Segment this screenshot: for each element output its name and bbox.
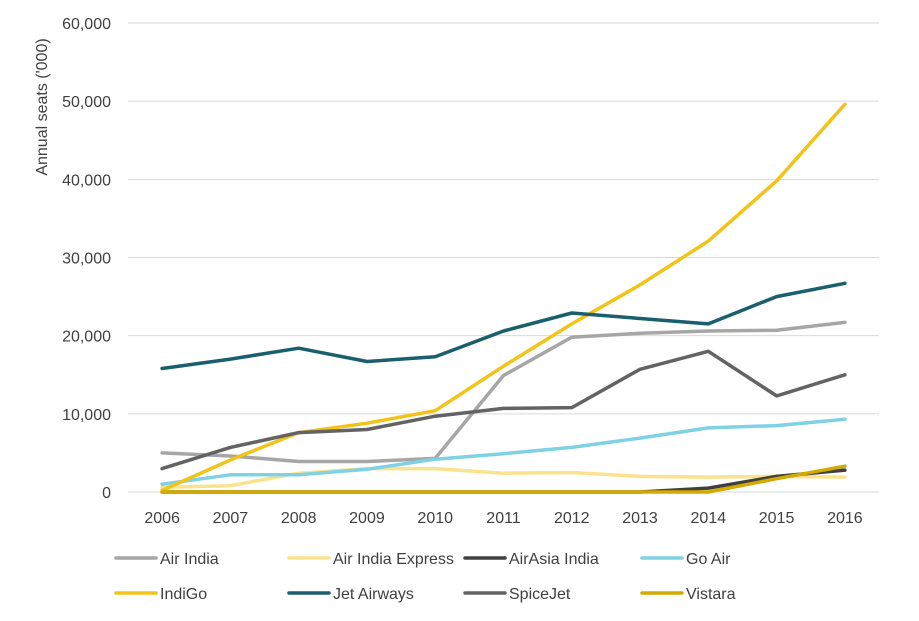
legend-item-air-india-express: Air India Express — [287, 551, 454, 568]
x-tick-label: 2007 — [213, 510, 249, 527]
x-tick-label: 2012 — [554, 510, 590, 527]
x-tick-label: 2008 — [281, 510, 317, 527]
legend-item-airasia-india: AirAsia India — [463, 551, 599, 568]
x-tick-label: 2013 — [622, 510, 658, 527]
series-line-air-india — [160, 320, 847, 464]
legend-item-air-india: Air India — [114, 551, 219, 568]
gridlines — [128, 22, 879, 493]
legend-label: Jet Airways — [333, 586, 414, 603]
series-line-spicejet — [160, 349, 847, 471]
y-tick-label: 40,000 — [62, 172, 111, 189]
x-tick-label: 2011 — [486, 510, 521, 527]
series-line-air-india-express — [160, 466, 847, 490]
legend-item-go-air: Go Air — [640, 551, 731, 568]
legend-label: Air India Express — [333, 551, 454, 568]
x-tick-label: 2009 — [349, 510, 385, 527]
x-tick-label: 2016 — [827, 510, 863, 527]
y-tick-label: 20,000 — [62, 329, 111, 346]
legend-label: Air India — [160, 551, 219, 568]
y-tick-label: 0 — [102, 485, 111, 502]
legend-item-spicejet: SpiceJet — [463, 586, 571, 603]
y-tick-label: 10,000 — [62, 407, 111, 424]
x-axis-tick-labels: 2006 2007 2008 2009 2010 2011 2012 2013 2014 2015… — [144, 510, 862, 527]
x-tick-label: 2006 — [144, 510, 180, 527]
legend-item-indigo: IndiGo — [114, 586, 207, 603]
y-axis-tick-labels: 0 10,000 20,000 30,000 40,000 50,000 60,000 — [62, 16, 111, 502]
series-line-vistara — [160, 464, 847, 494]
legend-label: SpiceJet — [509, 586, 571, 603]
series-lines — [160, 102, 847, 494]
legend-item-vistara: Vistara — [640, 586, 736, 603]
y-axis-title: Annual seats ('000) — [34, 38, 51, 175]
y-tick-label: 30,000 — [62, 251, 111, 268]
legend-label: IndiGo — [160, 586, 207, 603]
legend: Air India Air India Express AirAsia India G… — [114, 551, 736, 603]
y-tick-label: 50,000 — [62, 94, 111, 111]
series-line-indigo — [160, 102, 847, 493]
x-tick-label: 2014 — [691, 510, 727, 527]
legend-label: AirAsia India — [509, 551, 599, 568]
x-tick-label: 2010 — [417, 510, 453, 527]
legend-label: Vistara — [686, 586, 736, 603]
legend-item-jet-airways: Jet Airways — [287, 586, 414, 603]
series-line-go-air — [160, 417, 847, 486]
series-line-jet-airways — [160, 281, 847, 371]
legend-label: Go Air — [686, 551, 731, 568]
x-tick-label: 2015 — [759, 510, 795, 527]
y-tick-label: 60,000 — [62, 16, 111, 33]
